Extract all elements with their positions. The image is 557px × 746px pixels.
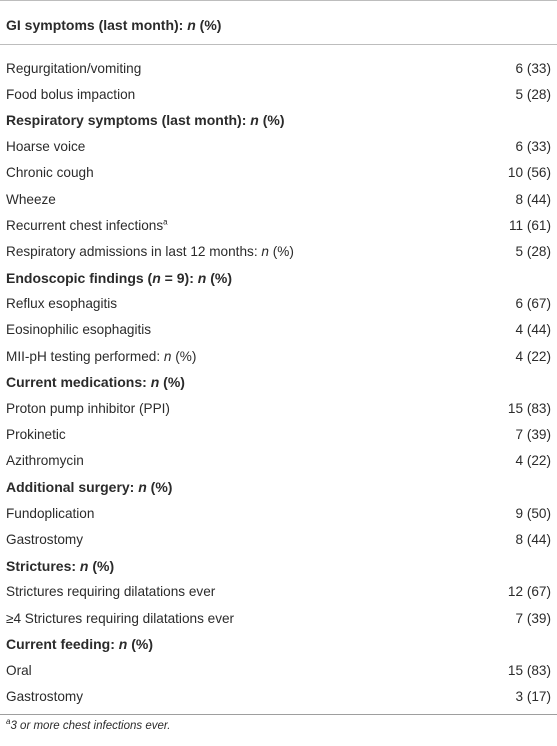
table-row: MII-pH testing performed: n (%) 4 (22) — [0, 343, 557, 369]
row-value: 8 (44) — [515, 191, 551, 207]
row-label: Food bolus impaction — [6, 86, 136, 102]
row-label: Azithromycin — [6, 453, 84, 469]
row-label: Respiratory admissions in last 12 months… — [6, 243, 294, 259]
row-value: 5 (28) — [515, 86, 551, 102]
row-value: 6 (33) — [515, 60, 551, 76]
row-label: Eosinophilic esophagitis — [6, 322, 152, 338]
header-rule — [0, 44, 557, 45]
table-row: Chronic cough 10 (56) — [0, 160, 557, 186]
row-value: 4 (22) — [515, 348, 551, 364]
section-heading: Additional surgery: n (%) — [0, 474, 557, 500]
table-row: Proton pump inhibitor (PPI) 15 (83) — [0, 395, 557, 421]
row-label: Regurgitation/vomiting — [6, 60, 142, 76]
table-header: GI symptoms (last month): n (%) — [0, 1, 557, 44]
section-heading: Respiratory symptoms (last month): n (%) — [0, 107, 557, 133]
section-heading: Strictures: n (%) — [0, 553, 557, 579]
row-value: 6 (67) — [515, 296, 551, 312]
row-value: 11 (61) — [508, 217, 551, 233]
row-label: Gastrostomy — [6, 689, 84, 705]
row-label: Hoarse voice — [6, 139, 86, 155]
row-label: ≥4 Strictures requiring dilatations ever — [6, 610, 235, 626]
table-body: Regurgitation/vomiting 6 (33) Food bolus i… — [0, 55, 557, 710]
table-row: Reflux esophagitis 6 (67) — [0, 291, 557, 317]
section-label: Additional surgery: n (%) — [6, 479, 173, 496]
row-value: 12 (67) — [507, 584, 551, 600]
section-label: Endoscopic findings (n = 9): n (%) — [6, 269, 232, 286]
row-value: 15 (83) — [507, 662, 551, 678]
row-value: 4 (44) — [515, 322, 551, 338]
row-label: Proton pump inhibitor (PPI) — [6, 401, 170, 417]
row-value: 9 (50) — [515, 505, 551, 521]
table-row: Fundoplication 9 (50) — [0, 500, 557, 526]
row-label: Reflux esophagitis — [6, 296, 118, 312]
table-row: Wheeze 8 (44) — [0, 186, 557, 212]
top-rule — [0, 0, 557, 1]
table-row: Gastrostomy 8 (44) — [0, 526, 557, 552]
row-label: Gastrostomy — [6, 531, 84, 547]
table-row: Respiratory admissions in last 12 months… — [0, 238, 557, 264]
header-title: GI symptoms (last month): n (%) — [6, 16, 222, 33]
row-label: Strictures requiring dilatations ever — [6, 584, 216, 600]
row-label: Prokinetic — [6, 427, 66, 443]
row-value: 6 (33) — [515, 139, 551, 155]
table-row: Oral 15 (83) — [0, 657, 557, 683]
section-heading: Endoscopic findings (n = 9): n (%) — [0, 265, 557, 291]
table-row: Strictures requiring dilatations ever 12 … — [0, 579, 557, 605]
row-label: Chronic cough — [6, 165, 94, 181]
row-label: Fundoplication — [6, 505, 95, 521]
section-label: Strictures: n (%) — [6, 557, 115, 574]
footnote: a3 or more chest infections ever. — [6, 716, 171, 732]
bottom-rule — [0, 713, 557, 715]
table-row: Food bolus impaction 5 (28) — [0, 81, 557, 107]
section-label: Respiratory symptoms (last month): n (%) — [6, 112, 285, 129]
section-heading: Current feeding: n (%) — [0, 631, 557, 657]
row-value: 4 (22) — [515, 453, 551, 469]
row-label: Wheeze — [6, 191, 56, 207]
row-label: Recurrent chest infectionsa — [6, 217, 168, 233]
row-value: 10 (56) — [507, 165, 551, 181]
table-row: Regurgitation/vomiting 6 (33) — [0, 55, 557, 81]
table-row: Recurrent chest infectionsa 11 (61) — [0, 212, 557, 238]
row-value: 7 (39) — [515, 427, 551, 443]
row-value: 7 (39) — [515, 610, 551, 626]
row-label: Oral — [6, 662, 32, 678]
table-row: Hoarse voice 6 (33) — [0, 134, 557, 160]
section-label: Current feeding: n (%) — [6, 636, 154, 653]
row-value: 3 (17) — [515, 689, 551, 705]
row-value: 15 (83) — [507, 401, 551, 417]
row-label: MII-pH testing performed: n (%) — [6, 348, 197, 364]
section-label: Current medications: n (%) — [6, 374, 185, 391]
table-row: ≥4 Strictures requiring dilatations ever… — [0, 605, 557, 631]
table-row: Azithromycin 4 (22) — [0, 448, 557, 474]
row-value: 5 (28) — [515, 243, 551, 259]
section-heading: Current medications: n (%) — [0, 369, 557, 395]
table-row: Prokinetic 7 (39) — [0, 422, 557, 448]
table-row: Eosinophilic esophagitis 4 (44) — [0, 317, 557, 343]
row-value: 8 (44) — [515, 531, 551, 547]
table-row: Gastrostomy 3 (17) — [0, 684, 557, 710]
